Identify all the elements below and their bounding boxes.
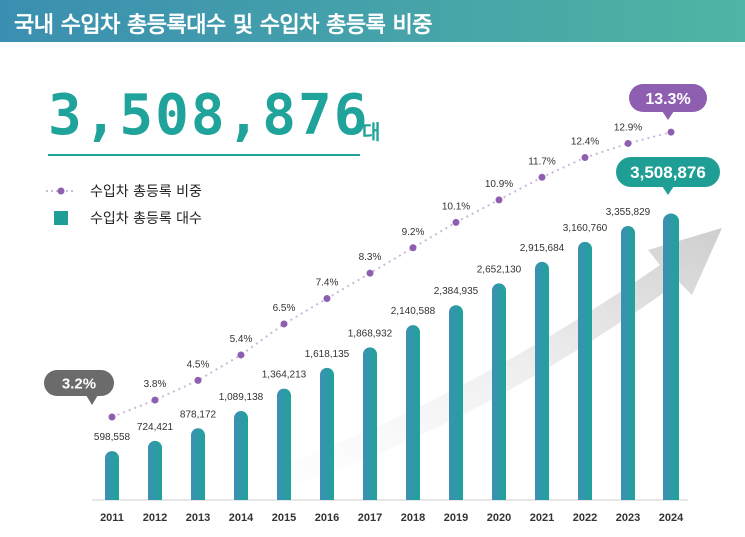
callout-count-2024: 3,508,876 <box>616 157 720 195</box>
x-tick-2016: 2016 <box>315 512 339 524</box>
x-tick-2012: 2012 <box>143 512 167 524</box>
share-label-2013: 4.5% <box>187 359 210 370</box>
callout-count-2024-bubble <box>616 157 720 187</box>
bar-2020 <box>492 283 507 500</box>
bar-2015 <box>277 388 291 500</box>
callout-share-2011-bubble <box>44 370 114 396</box>
x-tick-2020: 2020 <box>487 512 511 524</box>
bar-label-2019: 2,384,935 <box>434 286 479 297</box>
bar-2021 <box>535 261 549 500</box>
bar-2014 <box>234 411 248 500</box>
share-label-2021: 11.7% <box>528 156 556 167</box>
legend-label-count: 수입차 총등록 대수 <box>90 211 202 227</box>
share-point-2014 <box>237 351 245 359</box>
share-label-2017: 8.3% <box>359 252 382 263</box>
x-tick-2011: 2011 <box>100 512 124 524</box>
bar-2018 <box>406 325 420 500</box>
bar-2013 <box>191 428 205 500</box>
x-tick-2014: 2014 <box>229 512 254 524</box>
bar-label-2014: 1,089,138 <box>219 392 264 403</box>
share-label-2018: 9.2% <box>402 227 425 238</box>
bar-2024 <box>663 213 679 501</box>
bar-label-2020: 2,652,130 <box>477 264 522 275</box>
bar-2023 <box>621 225 635 501</box>
callout-share-2011: 3.2% <box>44 370 114 405</box>
share-point-2017 <box>366 269 374 277</box>
bar-label-2018: 2,140,588 <box>391 306 436 317</box>
x-tick-2024: 2024 <box>659 512 684 524</box>
page-title: 국내 수입차 총등록대수 및 수입차 총등록 비중 <box>14 13 433 38</box>
bar-label-2021: 2,915,684 <box>520 243 565 254</box>
x-tick-2019: 2019 <box>444 512 468 524</box>
total-underline <box>48 154 360 156</box>
share-label-2023: 12.9% <box>614 122 642 133</box>
share-point-2019 <box>452 218 460 226</box>
bar-label-2016: 1,618,135 <box>305 349 350 360</box>
share-label-2020: 10.9% <box>485 179 513 190</box>
bar-2012 <box>148 440 162 500</box>
share-label-2016: 7.4% <box>316 278 339 289</box>
share-point-2024 <box>667 128 675 136</box>
x-tick-2021: 2021 <box>530 512 554 524</box>
bar-label-2015: 1,364,213 <box>262 370 307 381</box>
callout-count-2024-text: 3,508,876 <box>630 163 706 182</box>
share-label-2022: 12.4% <box>571 137 599 148</box>
share-point-2011 <box>108 413 116 421</box>
callout-share-2011-pointer <box>86 395 98 405</box>
share-label-2014: 5.4% <box>230 334 253 345</box>
total-unit: 대 <box>362 120 381 144</box>
x-tick-2023: 2023 <box>616 512 640 524</box>
bar-2017 <box>363 347 377 500</box>
share-label-2015: 6.5% <box>273 303 296 314</box>
callout-share-2024-bubble <box>629 84 707 112</box>
bar-2022 <box>578 241 592 500</box>
share-point-2018 <box>409 244 417 252</box>
x-tick-2017: 2017 <box>358 512 382 524</box>
callout-share-2024: 13.3% <box>629 84 707 120</box>
x-tick-2015: 2015 <box>272 512 296 524</box>
share-point-2023 <box>624 139 632 147</box>
share-point-2022 <box>581 154 589 162</box>
bar-2016 <box>320 367 334 500</box>
callout-share-2024-text: 13.3% <box>645 91 690 108</box>
share-point-2016 <box>323 295 331 303</box>
title-banner: 국내 수입차 총등록대수 및 수입차 총등록 비중 <box>0 0 745 42</box>
total-registrations: 3,508,876 <box>48 83 370 148</box>
bar-label-2011: 598,558 <box>94 432 131 443</box>
legend-label-share: 수입차 총등록 비중 <box>90 184 202 200</box>
x-tick-2022: 2022 <box>573 512 597 524</box>
bar-label-2012: 724,421 <box>137 422 174 433</box>
callout-share-2011-text: 3.2% <box>62 375 96 392</box>
x-tick-2018: 2018 <box>401 512 425 524</box>
share-point-2020 <box>495 196 503 204</box>
bar-swatch-icon <box>54 211 68 225</box>
share-label-2019: 10.1% <box>442 201 470 212</box>
bar-2019 <box>449 305 463 500</box>
bar-label-2017: 1,868,932 <box>348 328 393 339</box>
share-point-2012 <box>151 396 159 404</box>
x-tick-2013: 2013 <box>186 512 210 524</box>
share-point-2021 <box>538 173 546 181</box>
bar-label-2013: 878,172 <box>180 409 217 420</box>
callout-share-2024-pointer <box>662 111 674 120</box>
callout-count-2024-pointer <box>662 186 674 195</box>
share-label-2012: 3.8% <box>144 379 167 390</box>
legend-item-share: 수입차 총등록 비중 <box>44 181 202 201</box>
share-point-2013 <box>194 376 202 384</box>
bar-2011 <box>105 451 119 500</box>
legend-item-count: 수입차 총등록 대수 <box>44 208 202 228</box>
dotted-line-icon <box>46 187 76 195</box>
bar-label-2023: 3,355,829 <box>606 207 651 218</box>
bar-label-2022: 3,160,760 <box>563 223 608 234</box>
share-point-2015 <box>280 320 288 328</box>
